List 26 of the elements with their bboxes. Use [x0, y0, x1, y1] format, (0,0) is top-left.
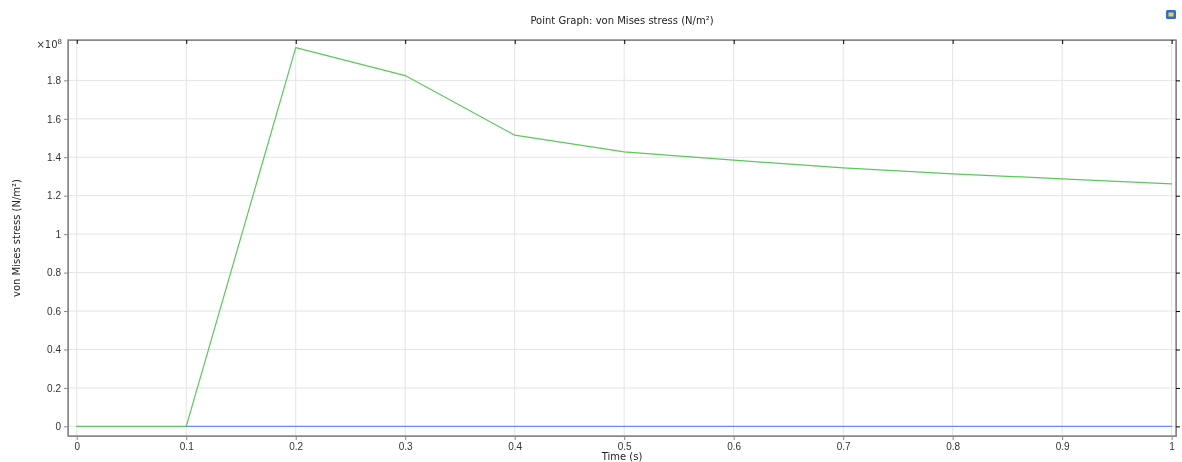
x-tick-label: 0.5	[617, 441, 633, 453]
x-tick-label: 0.8	[946, 441, 961, 453]
y-tick-label: 1.8	[47, 75, 62, 87]
x-axis-title: Time (s)	[600, 451, 643, 462]
x-tick-label: 0.2	[289, 441, 304, 453]
y-tick-label: 0.6	[47, 305, 62, 317]
text: ×10$^{8}$	[36, 38, 62, 50]
y-tick-label: 0	[55, 421, 62, 433]
y-tick-label: 0.2	[47, 382, 62, 394]
y-axis-title: von Mises stress (N/m²)	[11, 178, 22, 297]
chart-title: Point Graph: von Mises stress (N/m²)	[530, 15, 714, 26]
x-tick-label: 0.9	[1055, 441, 1071, 453]
x-tick-label: 0.6	[727, 441, 742, 453]
x-tick-label: 0.3	[398, 441, 414, 453]
x-tick-label: 0.4	[508, 441, 523, 453]
y-tick-label: 1.4	[47, 151, 62, 163]
line-series	[76, 47, 1173, 427]
x-tick-label: 0.1	[179, 441, 195, 453]
y-tick-label: 1.6	[47, 113, 62, 125]
y-tick-label: 1.2	[47, 190, 62, 202]
x-tick-label: 0.7	[836, 441, 852, 453]
y-tick-label: 1	[55, 228, 62, 240]
y-tick-label: 0.4	[47, 344, 62, 356]
x-tick-label: 0	[74, 441, 81, 453]
x-tick-label: 1	[1169, 441, 1176, 453]
y-tick-label: 0.8	[47, 267, 62, 279]
